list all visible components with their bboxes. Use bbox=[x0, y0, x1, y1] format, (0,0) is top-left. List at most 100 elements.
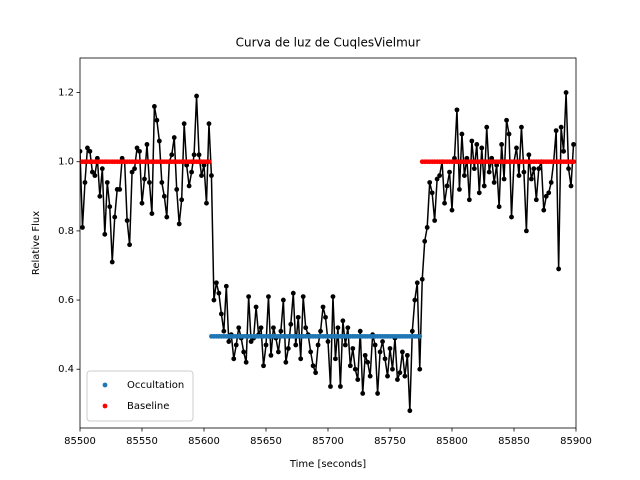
data-point bbox=[293, 342, 299, 348]
data-point bbox=[283, 359, 289, 365]
data-point bbox=[206, 121, 212, 127]
data-point bbox=[196, 152, 202, 158]
data-point bbox=[471, 166, 477, 172]
data-point bbox=[310, 363, 316, 369]
data-point bbox=[338, 384, 343, 389]
data-point bbox=[514, 145, 519, 151]
y-tick-label: 0.8 bbox=[58, 226, 74, 237]
y-tick-label: 0.4 bbox=[58, 364, 74, 375]
chart-title: Curva de luz de CuqlesVielmur bbox=[236, 36, 421, 50]
data-point bbox=[561, 148, 566, 154]
data-point bbox=[156, 138, 162, 144]
data-point bbox=[454, 107, 460, 113]
data-point bbox=[171, 135, 177, 140]
x-tick-label: 85600 bbox=[188, 436, 220, 447]
data-point bbox=[127, 242, 132, 248]
data-point bbox=[285, 346, 291, 351]
data-point bbox=[357, 328, 363, 334]
data-point bbox=[484, 124, 490, 130]
data-point bbox=[117, 187, 123, 192]
data-point bbox=[519, 124, 524, 130]
data-point bbox=[149, 211, 155, 217]
data-point bbox=[521, 169, 527, 175]
data-point bbox=[407, 408, 413, 414]
data-point bbox=[409, 328, 415, 334]
data-point bbox=[236, 325, 242, 331]
data-point bbox=[80, 148, 83, 154]
data-point bbox=[424, 225, 430, 230]
data-point bbox=[548, 180, 554, 185]
data-point bbox=[164, 214, 170, 220]
data-point bbox=[504, 117, 509, 123]
data-point bbox=[271, 325, 276, 331]
data-point bbox=[161, 193, 167, 199]
data-point bbox=[536, 166, 542, 172]
data-point bbox=[466, 197, 472, 203]
data-point bbox=[328, 384, 333, 389]
y-axis-label: Relative Flux bbox=[31, 211, 42, 275]
data-point bbox=[566, 166, 571, 172]
data-point bbox=[112, 214, 118, 220]
data-point bbox=[223, 283, 229, 289]
data-point bbox=[276, 349, 281, 355]
data-point bbox=[132, 166, 137, 172]
data-point bbox=[233, 342, 239, 348]
data-point bbox=[427, 180, 433, 185]
data-point bbox=[109, 259, 115, 265]
data-point bbox=[558, 124, 564, 130]
data-point bbox=[434, 176, 440, 182]
data-point bbox=[124, 218, 130, 223]
data-point bbox=[385, 373, 390, 379]
data-point bbox=[333, 356, 338, 362]
data-point bbox=[204, 200, 209, 206]
data-point bbox=[206, 159, 212, 165]
data-point bbox=[330, 294, 336, 299]
data-point bbox=[365, 359, 371, 365]
data-point bbox=[315, 342, 321, 348]
data-point bbox=[159, 180, 165, 185]
data-point bbox=[342, 342, 348, 348]
data-point bbox=[97, 193, 103, 199]
data-point bbox=[266, 294, 271, 299]
data-point bbox=[221, 328, 227, 334]
x-tick-label: 85750 bbox=[374, 436, 406, 447]
data-point bbox=[290, 290, 296, 296]
data-point bbox=[169, 152, 175, 158]
data-point bbox=[355, 377, 361, 382]
data-point bbox=[390, 366, 395, 372]
data-point bbox=[377, 349, 383, 355]
data-point bbox=[352, 366, 358, 372]
data-point bbox=[152, 104, 157, 109]
data-point bbox=[248, 339, 254, 344]
data-point bbox=[491, 180, 497, 185]
data-point bbox=[400, 349, 405, 355]
data-point bbox=[179, 197, 185, 203]
data-point bbox=[499, 142, 504, 147]
x-tick-label: 85650 bbox=[250, 436, 282, 447]
data-point bbox=[139, 200, 145, 206]
data-point bbox=[541, 207, 547, 213]
data-point bbox=[209, 173, 214, 178]
data-point bbox=[469, 138, 475, 144]
y-tick-label: 0.6 bbox=[58, 295, 74, 306]
data-point bbox=[288, 321, 294, 327]
data-point bbox=[280, 297, 286, 303]
data-point bbox=[479, 145, 485, 151]
data-point bbox=[104, 180, 110, 185]
data-point bbox=[191, 152, 197, 158]
data-point bbox=[571, 142, 576, 147]
data-point bbox=[350, 346, 356, 351]
data-point bbox=[402, 373, 408, 379]
data-point bbox=[253, 304, 259, 310]
data-point bbox=[137, 148, 142, 154]
data-point bbox=[313, 370, 318, 376]
x-tick-label: 85800 bbox=[436, 436, 468, 447]
data-point bbox=[186, 183, 192, 189]
data-point bbox=[107, 204, 113, 210]
data-point bbox=[214, 280, 219, 286]
data-point bbox=[489, 155, 495, 161]
data-point bbox=[494, 162, 500, 168]
data-point bbox=[184, 162, 190, 168]
data-point bbox=[318, 328, 323, 334]
data-point bbox=[263, 342, 269, 348]
